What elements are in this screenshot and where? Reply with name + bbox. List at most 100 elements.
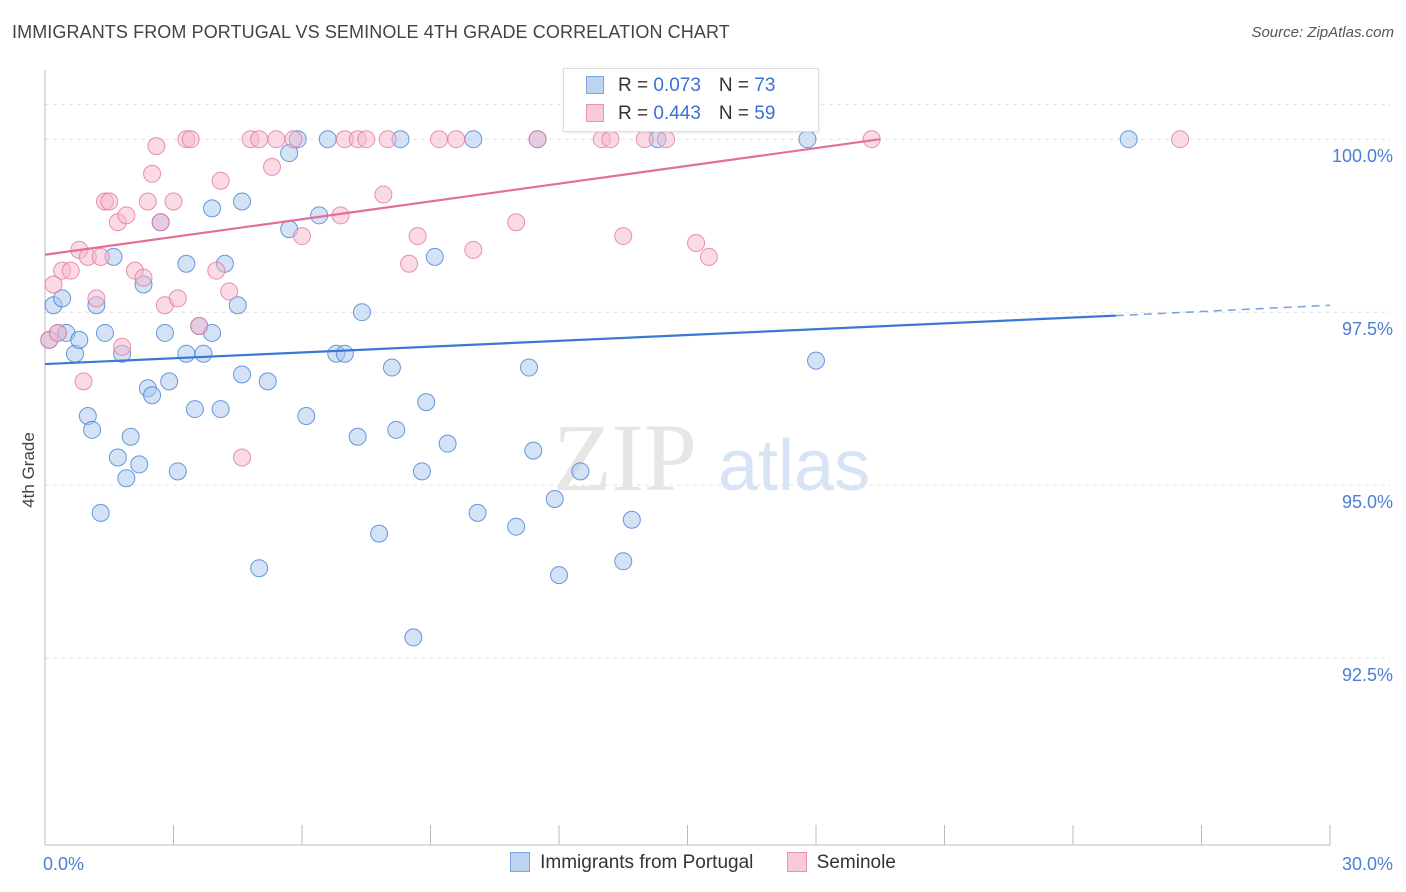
data-point <box>143 164 162 183</box>
r-value: 0.073 <box>653 75 701 96</box>
data-point <box>1171 130 1190 149</box>
data-point <box>284 130 303 149</box>
legend-item-seminole: Seminole <box>786 852 896 874</box>
source-label: Source: ZipAtlas.com <box>1251 24 1394 41</box>
data-point <box>335 344 354 363</box>
data-point <box>130 455 149 474</box>
trend-lines <box>44 138 1331 366</box>
data-point <box>258 372 277 391</box>
series-legend: Immigrants from Portugal Seminole <box>0 852 1406 874</box>
data-point <box>528 130 547 149</box>
data-point <box>657 130 676 149</box>
data-point <box>807 351 825 370</box>
legend-item-portugal: Immigrants from Portugal <box>510 852 753 874</box>
data-point <box>181 130 200 149</box>
data-point <box>164 192 183 211</box>
data-point <box>318 130 337 149</box>
data-point <box>387 420 406 439</box>
data-point <box>524 441 543 460</box>
data-point <box>87 289 106 308</box>
data-point <box>400 254 419 273</box>
data-point <box>121 427 140 446</box>
n-value: 59 <box>754 103 776 124</box>
y-tick-label: 100.0% <box>1332 146 1393 166</box>
data-point <box>228 296 247 315</box>
data-point <box>160 372 179 391</box>
data-point <box>412 462 431 481</box>
series-seminole <box>40 130 1190 467</box>
data-point <box>370 524 389 543</box>
data-point <box>134 268 153 287</box>
n-value: 73 <box>754 75 776 96</box>
data-point <box>151 213 170 232</box>
data-point <box>91 503 110 522</box>
data-point <box>447 130 466 149</box>
data-point <box>507 517 526 536</box>
data-point <box>404 628 423 647</box>
data-point <box>507 213 526 232</box>
x-tick-label: 30.0% <box>1342 854 1393 874</box>
data-point <box>464 130 483 149</box>
data-point <box>117 206 136 225</box>
data-point <box>53 289 72 308</box>
data-point <box>699 247 718 266</box>
y-axis-label: 4th Grade <box>19 432 38 508</box>
data-point <box>100 192 119 211</box>
legend-label: Immigrants from Portugal <box>540 852 754 873</box>
r-label: R = <box>618 75 654 96</box>
data-point <box>250 130 269 149</box>
data-point <box>143 386 162 405</box>
data-point <box>203 199 222 218</box>
r-value: 0.443 <box>653 103 701 124</box>
watermark-zip: ZIP <box>553 404 697 511</box>
data-point <box>117 469 136 488</box>
legend-swatch-pink <box>786 852 807 872</box>
data-point <box>138 192 157 211</box>
data-point <box>425 247 444 266</box>
data-point <box>293 227 311 246</box>
data-point <box>545 490 564 509</box>
n-label: N = <box>718 103 755 124</box>
data-point <box>614 227 633 246</box>
data-point <box>1119 130 1138 149</box>
data-point <box>687 233 706 252</box>
data-point <box>614 552 633 571</box>
y-tick-label: 97.5% <box>1342 319 1393 339</box>
data-point <box>348 427 367 446</box>
y-tick-label: 92.5% <box>1342 665 1393 685</box>
y-tick-label: 95.0% <box>1342 492 1393 512</box>
chart-title: IMMIGRANTS FROM PORTUGAL VS SEMINOLE 4TH… <box>12 22 730 42</box>
data-point <box>468 503 487 522</box>
data-point <box>250 559 269 578</box>
data-point <box>408 227 427 246</box>
n-label: N = <box>718 75 755 96</box>
r-label: R = <box>618 103 654 124</box>
data-point <box>374 185 393 204</box>
stats-legend: R = 0.073 N = 73 R = 0.443 N = 59 <box>563 68 819 132</box>
data-point <box>297 406 316 425</box>
data-point <box>74 372 93 391</box>
swatch-blue <box>586 76 604 94</box>
data-point <box>352 303 371 322</box>
data-point <box>357 130 376 149</box>
x-tick-label: 0.0% <box>43 854 84 874</box>
data-point <box>601 130 620 149</box>
data-point <box>61 261 80 280</box>
data-point <box>83 420 102 439</box>
data-point <box>207 261 226 280</box>
data-point <box>91 247 110 266</box>
data-point <box>168 462 187 481</box>
data-point <box>550 566 568 585</box>
data-point <box>233 192 252 211</box>
data-point <box>190 317 209 336</box>
axes <box>44 70 1331 846</box>
data-point <box>571 462 590 481</box>
data-point <box>185 400 204 419</box>
data-point <box>635 130 654 149</box>
data-point <box>44 275 63 294</box>
data-point <box>147 137 166 156</box>
data-point <box>417 393 436 412</box>
data-point <box>267 130 286 149</box>
data-point <box>382 358 401 377</box>
data-point <box>168 289 187 308</box>
